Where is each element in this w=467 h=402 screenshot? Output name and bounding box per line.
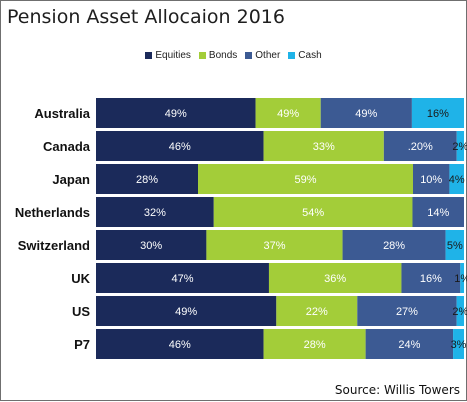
data-label-cash-uk: 1%	[454, 273, 467, 285]
legend-item-equities: Equities	[145, 50, 191, 61]
category-label-switzerland: Switzerland	[18, 238, 90, 253]
legend-label: Other	[255, 50, 281, 61]
data-label-equities-canada: 46%	[169, 141, 191, 153]
category-label-uk: UK	[71, 271, 90, 286]
bar-bonds-switzerland	[206, 230, 343, 260]
legend-swatch	[145, 52, 153, 59]
data-label-equities-us: 49%	[175, 306, 197, 318]
data-label-bonds-japan: 59%	[294, 174, 316, 186]
data-label-cash-australia: 16%	[427, 108, 449, 120]
data-label-bonds-switzerland: 37%	[263, 240, 285, 252]
bar-cash-canada	[456, 131, 464, 161]
legend-swatch	[245, 52, 253, 59]
data-label-bonds-australia: 49%	[277, 108, 299, 120]
bar-equities-australia	[96, 98, 256, 128]
chart-title: Pension Asset Allocaion 2016	[7, 6, 285, 28]
bar-bonds-australia	[255, 98, 321, 128]
bar-other-australia	[320, 98, 412, 128]
legend-item-cash: Cash	[288, 50, 322, 61]
bar-equities-netherlands	[96, 197, 214, 227]
bar-cash-switzerland	[445, 230, 464, 260]
bar-bonds-us	[276, 296, 358, 326]
data-label-bonds-p7: 28%	[304, 339, 326, 351]
data-label-other-canada: .20%	[408, 141, 433, 153]
data-label-other-us: 27%	[396, 306, 418, 318]
bar-cash-australia	[411, 98, 464, 128]
category-label-australia: Australia	[34, 106, 90, 121]
bar-bonds-canada	[263, 131, 384, 161]
legend-item-other: Other	[245, 50, 280, 61]
legend-label: Equities	[155, 50, 191, 61]
category-label-p7: P7	[74, 337, 90, 352]
bar-other-us	[357, 296, 457, 326]
data-label-bonds-netherlands: 54%	[302, 207, 324, 219]
data-label-equities-japan: 28%	[136, 174, 158, 186]
bar-equities-us	[96, 296, 277, 326]
bar-other-switzerland	[342, 230, 446, 260]
data-label-cash-canada: 2%	[452, 141, 467, 153]
data-label-other-uk: 16%	[420, 273, 442, 285]
bar-equities-canada	[96, 131, 264, 161]
chart-legend: Equities Bonds Other Cash	[1, 50, 466, 61]
legend-swatch	[198, 52, 206, 59]
bar-equities-uk	[96, 263, 269, 293]
legend-label: Bonds	[208, 50, 238, 61]
data-label-bonds-uk: 36%	[324, 273, 346, 285]
legend-item-bonds: Bonds	[198, 50, 238, 61]
bar-other-canada	[383, 131, 457, 161]
bar-other-netherlands	[412, 197, 464, 227]
data-label-cash-us: 2%	[452, 306, 467, 318]
data-label-other-p7: 24%	[398, 339, 420, 351]
data-label-bonds-canada: 33%	[313, 141, 335, 153]
data-label-equities-p7: 46%	[169, 339, 191, 351]
data-label-equities-switzerland: 30%	[140, 240, 162, 252]
legend-swatch	[288, 52, 296, 59]
source-note: Source: Willis Towers	[334, 383, 460, 397]
bar-bonds-japan	[198, 164, 413, 194]
bar-cash-p7	[453, 329, 464, 359]
bar-cash-japan	[449, 164, 464, 194]
bar-cash-uk	[460, 263, 464, 293]
data-label-other-australia: 49%	[355, 108, 377, 120]
bar-equities-japan	[96, 164, 199, 194]
bar-equities-switzerland	[96, 230, 207, 260]
data-label-bonds-us: 22%	[306, 306, 328, 318]
legend-label: Cash	[298, 50, 322, 61]
data-label-cash-japan: 4%	[449, 174, 465, 186]
bar-bonds-netherlands	[213, 197, 413, 227]
data-label-cash-p7: 3%	[451, 339, 467, 351]
bar-bonds-uk	[268, 263, 402, 293]
data-label-equities-uk: 47%	[171, 273, 193, 285]
bar-cash-us	[456, 296, 464, 326]
category-label-canada: Canada	[43, 139, 91, 154]
data-label-other-japan: 10%	[420, 174, 442, 186]
bar-other-p7	[365, 329, 454, 359]
category-label-japan: Japan	[52, 172, 90, 187]
bar-equities-p7	[96, 329, 264, 359]
bar-other-uk	[401, 263, 461, 293]
data-label-other-netherlands: 14%	[427, 207, 449, 219]
category-label-netherlands: Netherlands	[15, 205, 90, 220]
data-label-equities-netherlands: 32%	[144, 207, 166, 219]
bar-other-japan	[412, 164, 450, 194]
data-label-equities-australia: 49%	[165, 108, 187, 120]
data-label-cash-switzerland: 5%	[447, 240, 463, 252]
category-label-us: US	[72, 304, 90, 319]
bar-bonds-p7	[263, 329, 366, 359]
data-label-other-switzerland: 28%	[383, 240, 405, 252]
